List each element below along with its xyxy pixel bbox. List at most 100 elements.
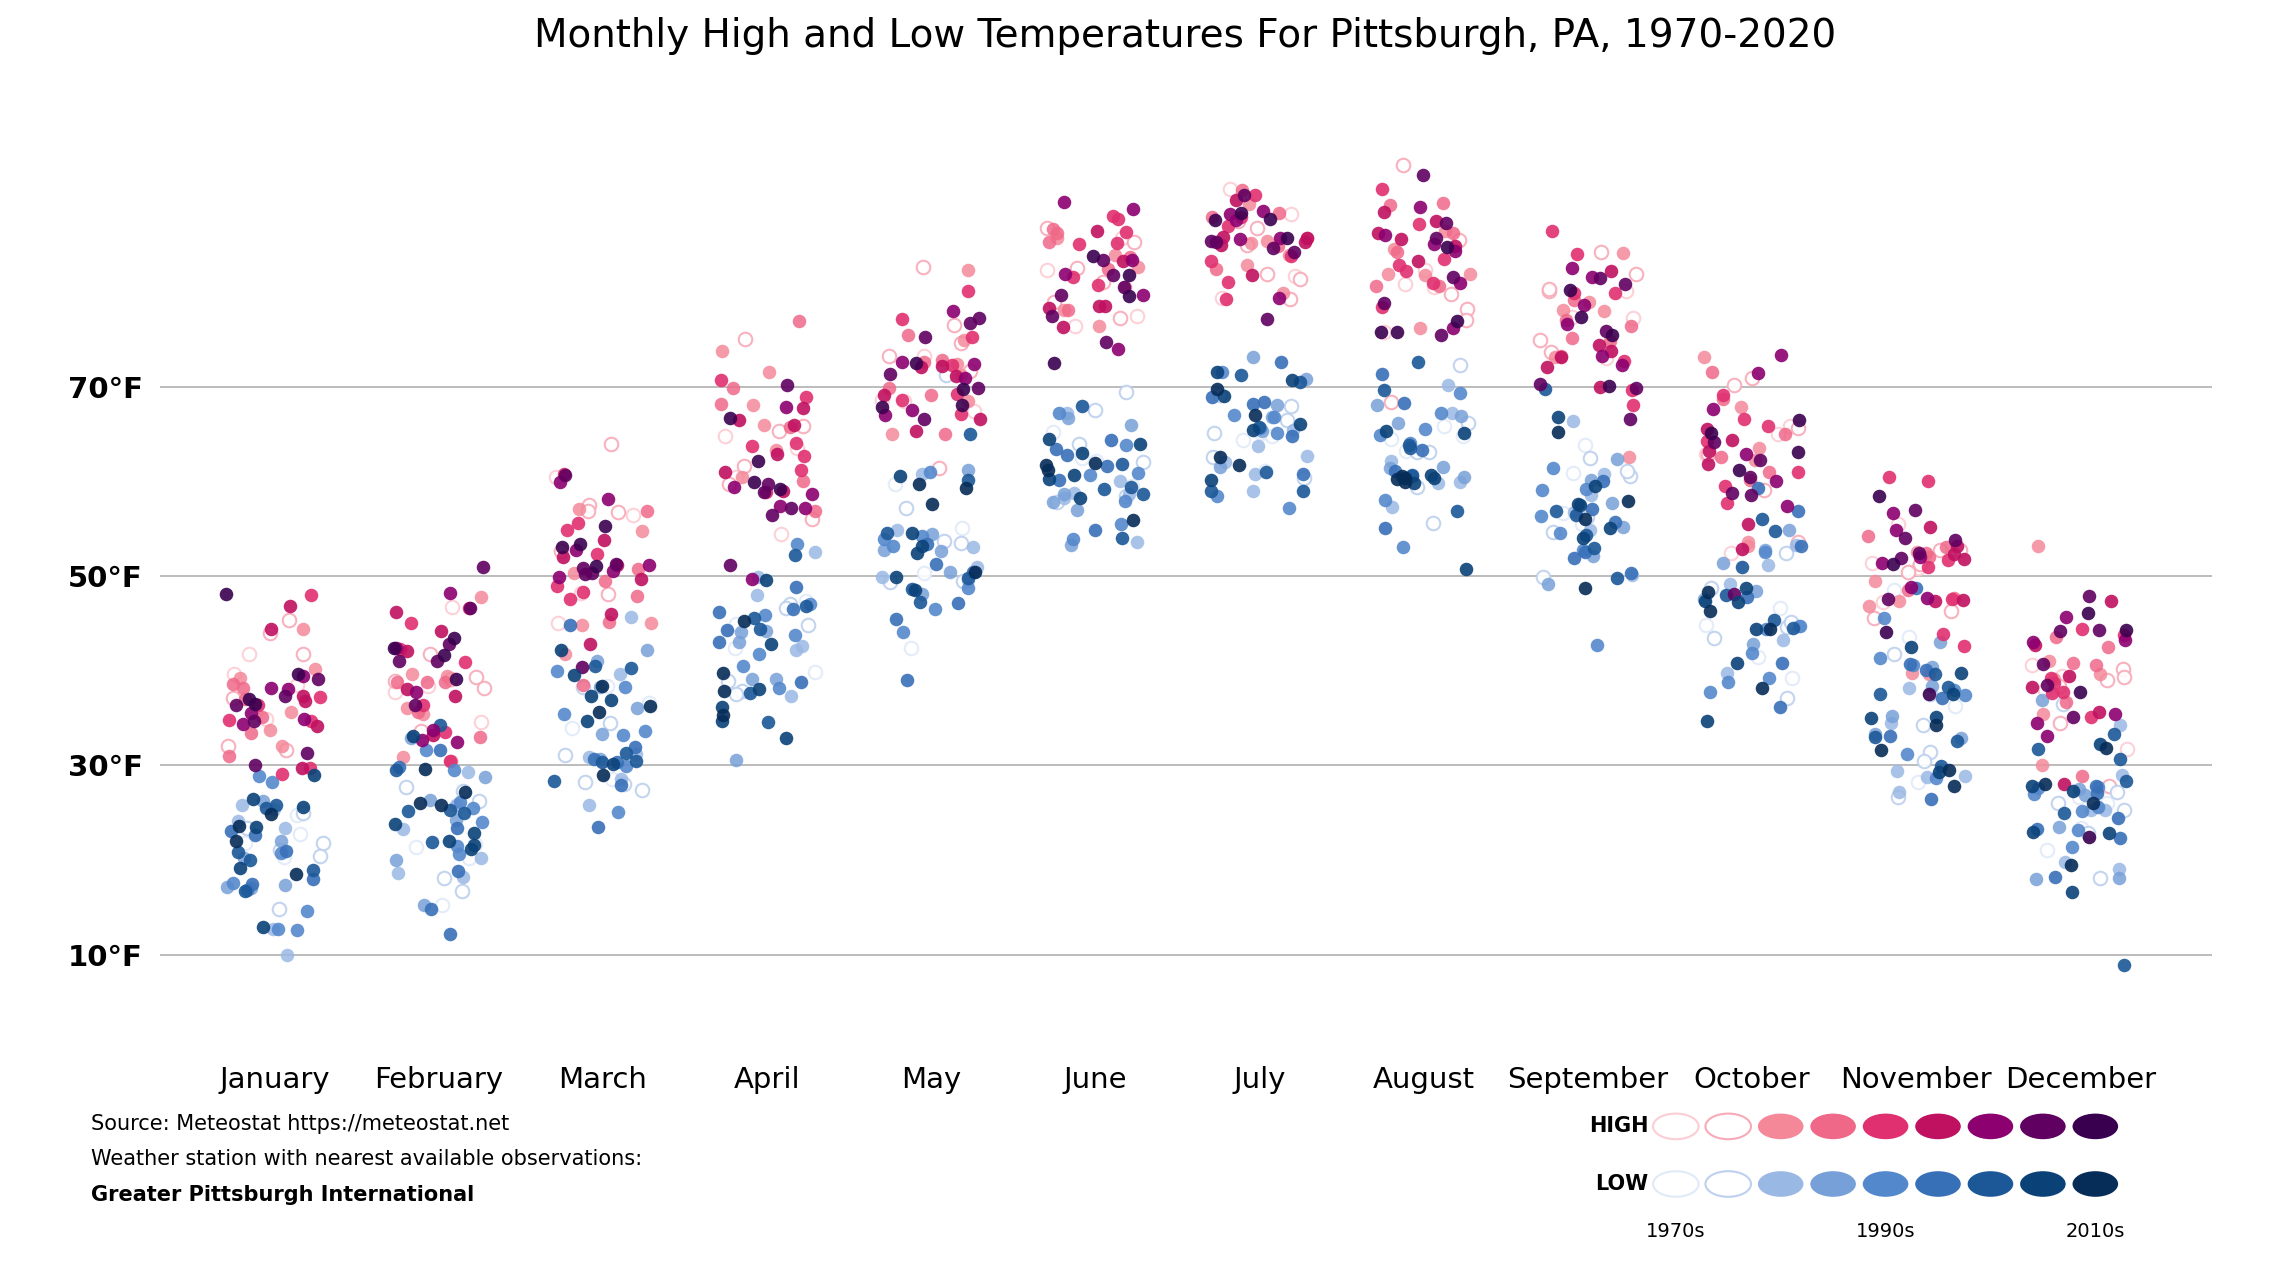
Point xyxy=(1872,713,1908,733)
Point xyxy=(1541,522,1578,543)
Point xyxy=(451,598,488,618)
Point xyxy=(1284,463,1320,484)
Point xyxy=(285,666,321,686)
Point xyxy=(1762,653,1799,673)
Point xyxy=(1906,714,1943,735)
Point xyxy=(1539,421,1575,442)
Point xyxy=(768,375,805,396)
Point xyxy=(948,577,985,598)
Point xyxy=(378,759,415,780)
Point xyxy=(2107,800,2143,820)
Point xyxy=(1416,276,1452,297)
Point xyxy=(1860,485,1897,506)
Point xyxy=(707,462,743,483)
Point xyxy=(463,588,499,608)
Point xyxy=(1094,205,1131,225)
Point xyxy=(1746,618,1783,639)
Point xyxy=(1446,422,1482,443)
Point xyxy=(1899,772,1936,792)
Point xyxy=(1436,236,1473,256)
Point xyxy=(882,466,919,486)
Point xyxy=(757,440,793,461)
Point xyxy=(296,659,333,680)
Point xyxy=(2070,827,2107,847)
Point xyxy=(2054,781,2091,801)
Point xyxy=(2104,764,2141,785)
Point xyxy=(1081,315,1117,335)
Point xyxy=(540,613,577,634)
Point xyxy=(1359,223,1395,243)
Point xyxy=(219,812,255,832)
Point xyxy=(948,477,985,498)
Point xyxy=(1233,394,1270,415)
Point xyxy=(960,307,996,328)
Point xyxy=(237,755,274,776)
Point xyxy=(1715,584,1751,604)
Point xyxy=(1078,220,1115,241)
Point xyxy=(1443,406,1480,426)
Point xyxy=(1689,712,1726,732)
Point xyxy=(711,474,748,494)
Point xyxy=(1911,471,1947,492)
Point xyxy=(408,740,445,760)
Point xyxy=(1578,635,1614,655)
Point xyxy=(1192,232,1229,252)
Point xyxy=(1573,470,1610,490)
Point xyxy=(2063,801,2100,822)
Point xyxy=(1933,600,1970,621)
Point xyxy=(438,809,474,829)
Point xyxy=(1439,311,1475,332)
Point xyxy=(1104,529,1140,549)
Point xyxy=(253,620,290,640)
Point xyxy=(1899,541,1936,562)
Point xyxy=(955,536,992,557)
Point xyxy=(2088,669,2125,690)
Point xyxy=(433,668,470,689)
Point xyxy=(1769,687,1806,708)
Point xyxy=(1591,518,1628,539)
Point xyxy=(1744,508,1781,529)
Point xyxy=(1530,573,1566,594)
Point xyxy=(1883,548,1920,568)
Point xyxy=(1452,264,1489,284)
Point xyxy=(1040,228,1076,248)
Point xyxy=(1525,479,1562,499)
Point xyxy=(210,736,246,756)
Point xyxy=(253,772,290,792)
Point xyxy=(720,632,757,653)
Point xyxy=(1288,228,1325,248)
Point xyxy=(1566,541,1603,562)
Point xyxy=(255,919,292,940)
Point xyxy=(796,662,832,682)
Point xyxy=(871,346,907,366)
Point xyxy=(700,632,736,653)
Point xyxy=(1272,289,1309,310)
Point xyxy=(1056,465,1092,485)
Point xyxy=(1733,485,1769,506)
Point xyxy=(1530,280,1566,301)
Point xyxy=(1548,310,1585,330)
Point xyxy=(896,580,933,600)
Point xyxy=(1028,454,1065,475)
Point xyxy=(1450,412,1487,433)
Point xyxy=(1705,385,1742,406)
Point xyxy=(1261,204,1297,224)
Point xyxy=(1425,192,1461,212)
Point xyxy=(887,390,923,411)
Point xyxy=(1712,543,1749,563)
Point xyxy=(1715,483,1751,503)
Point xyxy=(1443,273,1480,293)
Point xyxy=(1363,321,1400,342)
Point xyxy=(609,756,645,777)
Point xyxy=(1204,227,1240,247)
Point xyxy=(1384,536,1420,557)
Point xyxy=(280,664,317,685)
Point xyxy=(777,640,814,660)
Point xyxy=(1863,740,1899,760)
Point xyxy=(1564,513,1601,534)
Point xyxy=(1247,462,1284,483)
Point xyxy=(431,751,467,772)
Point xyxy=(1389,442,1425,462)
Point xyxy=(1587,463,1623,484)
Point xyxy=(1724,539,1760,559)
